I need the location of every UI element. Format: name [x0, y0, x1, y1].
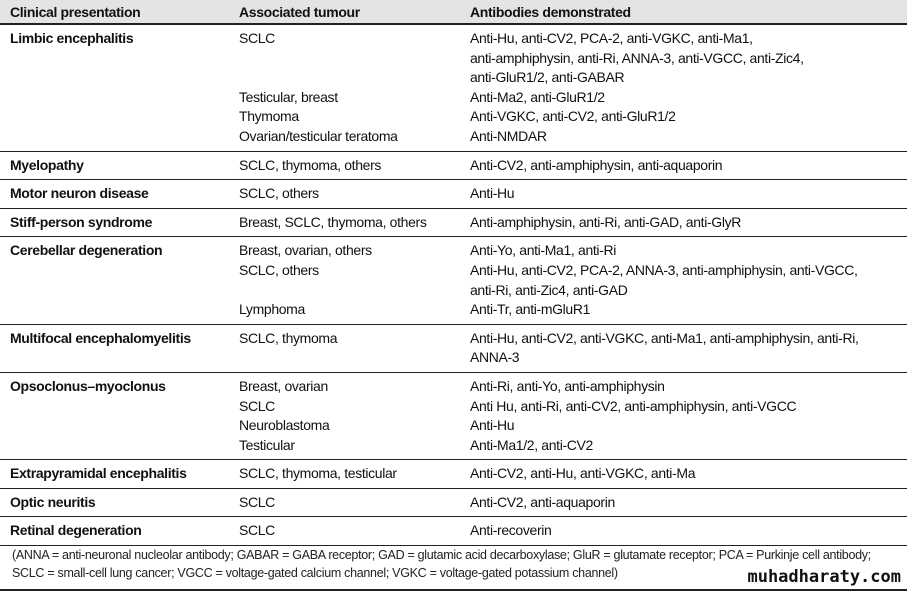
- clinical-presentation: Multifocal encephalomyelitis: [10, 329, 191, 346]
- antibodies: Anti Hu, anti-Ri, anti-CV2, anti-amphiph…: [470, 397, 797, 414]
- sub-row: SCLC Anti Hu, anti-Ri, anti-CV2, anti-amp…: [0, 397, 907, 417]
- sub-row: SCLC, thymoma Anti-Hu, anti-CV2, anti-VGK…: [0, 329, 907, 368]
- sub-row: SCLC, others Anti-Hu: [0, 184, 907, 204]
- clinical-presentation: Optic neuritis: [10, 493, 96, 510]
- associated-tumour: Ovarian/testicular teratoma: [239, 127, 398, 144]
- clinical-presentation: Opsoclonus–myoclonus: [10, 377, 166, 394]
- table-row: Stiff-person syndrome Breast, SCLC, thymo…: [0, 209, 907, 238]
- associated-tumour: Breast, SCLC, thymoma, others: [239, 213, 427, 230]
- sub-row: Neuroblastoma Anti-Hu: [0, 416, 907, 436]
- sub-row: Breast, SCLC, thymoma, others Anti-amphip…: [0, 213, 907, 233]
- table-row: Limbic encephalitis SCLC Anti-Hu, anti-CV2…: [0, 25, 907, 152]
- associated-tumour: SCLC, thymoma, testicular: [239, 465, 397, 482]
- sub-row: SCLC, thymoma, testicular Anti-CV2, anti-…: [0, 464, 907, 484]
- antibodies: Anti-recoverin: [470, 522, 552, 539]
- antibodies: Anti-CV2, anti-amphiphysin, anti-aquapor…: [470, 156, 723, 173]
- associated-tumour: SCLC, others: [239, 185, 319, 202]
- sub-row: SCLC, thymoma, others Anti-CV2, anti-amph…: [0, 156, 907, 176]
- table-header: Clinical presentation Associated tumour …: [0, 0, 907, 25]
- clinical-presentation: Myelopathy: [10, 156, 84, 173]
- antibodies: Anti-NMDAR: [470, 127, 547, 144]
- sub-row: Ovarian/testicular teratoma Anti-NMDAR: [0, 127, 907, 147]
- antibodies: Anti-Hu, anti-CV2, PCA-2, anti-VGKC, ant…: [470, 30, 804, 86]
- antibodies: Anti-Yo, anti-Ma1, anti-Ri: [470, 242, 617, 259]
- associated-tumour: Neuroblastoma: [239, 417, 330, 434]
- antibodies: Anti-Hu, anti-CV2, anti-VGKC, anti-Ma1, …: [470, 329, 859, 366]
- associated-tumour: Testicular: [239, 436, 295, 453]
- sub-row: Thymoma Anti-VGKC, anti-CV2, anti-GluR1/2: [0, 107, 907, 127]
- associated-tumour: SCLC, thymoma: [239, 329, 338, 346]
- antibodies: Anti-Hu: [470, 185, 515, 202]
- table-row: Optic neuritis SCLC Anti-CV2, anti-aquapor…: [0, 489, 907, 518]
- associated-tumour: SCLC: [239, 493, 275, 510]
- sub-row: Lymphoma Anti-Tr, anti-mGluR1: [0, 300, 907, 320]
- clinical-presentation: Cerebellar degeneration: [10, 242, 163, 259]
- header-associated-tumour: Associated tumour: [239, 4, 360, 20]
- table-row: Myelopathy SCLC, thymoma, others Anti-CV2,…: [0, 152, 907, 181]
- table-row: Multifocal encephalomyelitis SCLC, thymom…: [0, 325, 907, 373]
- table-row: Opsoclonus–myoclonus Breast, ovarian Anti-…: [0, 373, 907, 461]
- associated-tumour: SCLC, thymoma, others: [239, 156, 382, 173]
- header-clinical-presentation: Clinical presentation: [10, 4, 141, 20]
- clinical-presentation: Limbic encephalitis: [10, 30, 134, 46]
- antibodies: Anti-amphiphysin, anti-Ri, anti-GAD, ant…: [470, 213, 741, 230]
- antibodies: Anti-CV2, anti-aquaporin: [470, 493, 615, 510]
- associated-tumour: SCLC: [239, 30, 275, 46]
- associated-tumour: Lymphoma: [239, 301, 305, 318]
- sub-row: SCLC Anti-CV2, anti-aquaporin: [0, 493, 907, 513]
- associated-tumour: Breast, ovarian, others: [239, 242, 372, 259]
- sub-row: Breast, ovarian Anti-Ri, anti-Yo, anti-am…: [0, 377, 907, 397]
- header-antibodies: Antibodies demonstrated: [470, 4, 631, 20]
- antibodies: Anti-VGKC, anti-CV2, anti-GluR1/2: [470, 108, 676, 125]
- sub-row: SCLC, others Anti-Hu, anti-CV2, PCA-2, AN…: [0, 261, 907, 300]
- clinical-presentation: Motor neuron disease: [10, 185, 149, 202]
- antibodies: Anti-Ma1/2, anti-CV2: [470, 436, 593, 453]
- antibodies: Anti-CV2, anti-Hu, anti-VGKC, anti-Ma: [470, 465, 696, 482]
- antibodies: Anti-Ri, anti-Yo, anti-amphiphysin: [470, 377, 665, 394]
- sub-row: Testicular Anti-Ma1/2, anti-CV2: [0, 436, 907, 456]
- footnote-area: (ANNA = anti-neuronal nucleolar antibody…: [0, 537, 907, 591]
- sub-row: Breast, ovarian, others Anti-Yo, anti-Ma1…: [0, 241, 907, 261]
- associated-tumour: SCLC, others: [239, 261, 319, 278]
- sub-row: SCLC Anti-recoverin: [0, 521, 907, 541]
- table-row: Motor neuron disease SCLC, others Anti-Hu: [0, 180, 907, 209]
- sub-row: Testicular, breast Anti-Ma2, anti-GluR1/2: [0, 88, 907, 108]
- antibodies: Anti-Ma2, anti-GluR1/2: [470, 88, 605, 105]
- associated-tumour: SCLC: [239, 522, 275, 539]
- associated-tumour: Breast, ovarian: [239, 377, 328, 394]
- watermark: muhadharaty.com: [747, 567, 901, 587]
- associated-tumour: SCLC: [239, 397, 275, 414]
- clinical-presentation: Retinal degeneration: [10, 522, 142, 539]
- footnote: (ANNA = anti-neuronal nucleolar antibody…: [12, 548, 871, 580]
- antibodies: Anti-Hu: [470, 417, 515, 434]
- associated-tumour: Thymoma: [239, 108, 299, 125]
- table-row: Extrapyramidal encephalitis SCLC, thymoma…: [0, 460, 907, 489]
- clinical-presentation: Stiff-person syndrome: [10, 213, 153, 230]
- antibodies: Anti-Tr, anti-mGluR1: [470, 301, 591, 318]
- sub-row: SCLC Anti-Hu, anti-CV2, PCA-2, anti-VGKC,…: [0, 29, 907, 88]
- table-row: Retinal degeneration SCLC Anti-recoverin: [0, 517, 907, 547]
- table-row: Cerebellar degeneration Breast, ovarian, …: [0, 237, 907, 325]
- clinical-presentation: Extrapyramidal encephalitis: [10, 465, 187, 482]
- antibodies: Anti-Hu, anti-CV2, PCA-2, ANNA-3, anti-a…: [470, 261, 858, 298]
- table-body: Limbic encephalitis SCLC Anti-Hu, anti-CV2…: [0, 25, 907, 547]
- associated-tumour: Testicular, breast: [239, 88, 338, 105]
